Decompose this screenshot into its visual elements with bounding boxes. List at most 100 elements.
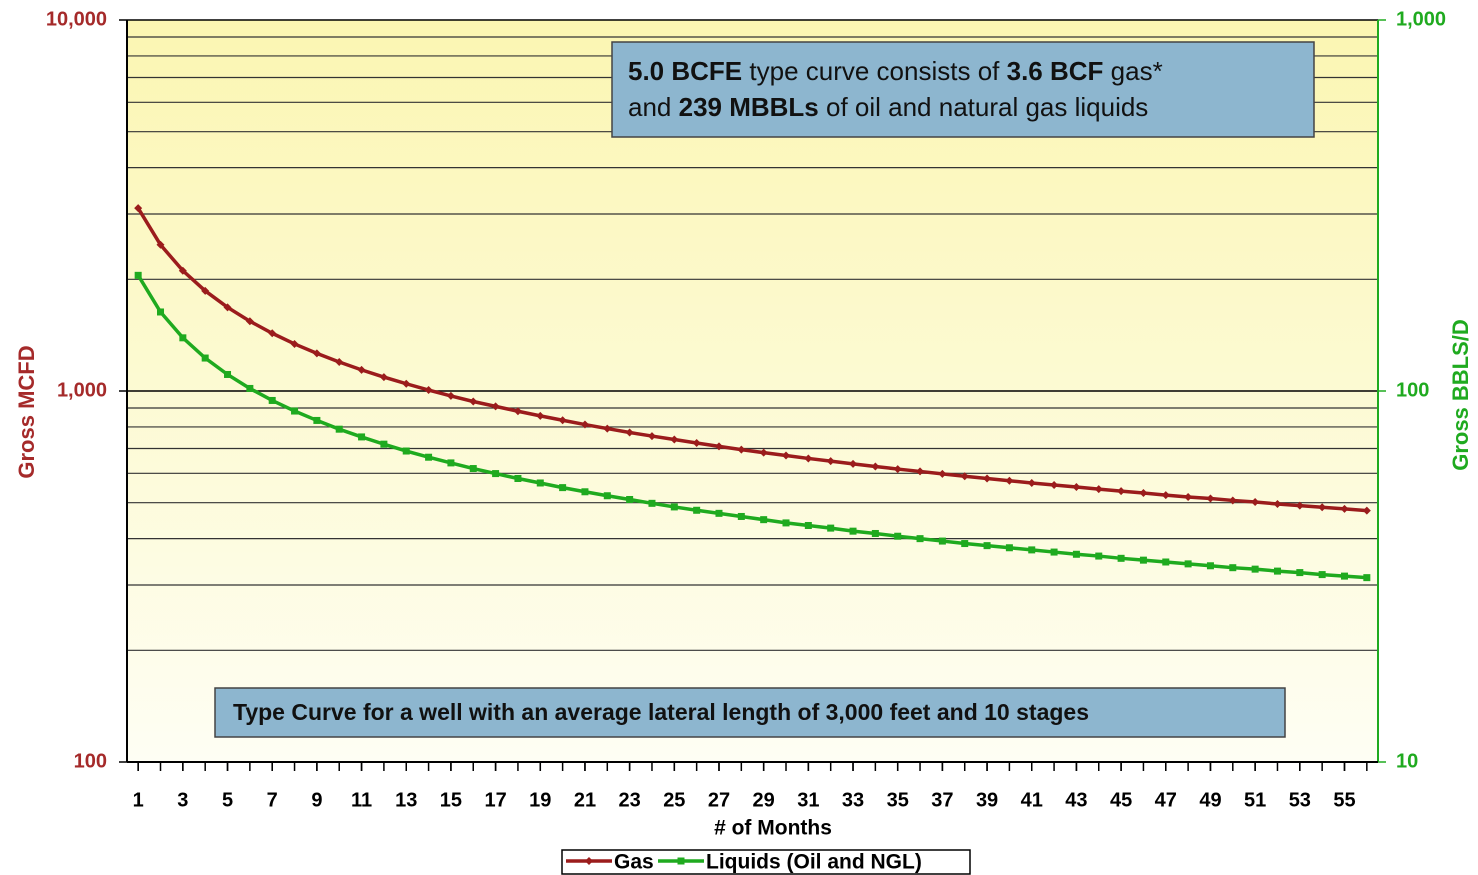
marker (312, 349, 321, 358)
marker (1139, 556, 1147, 564)
marker (157, 308, 165, 316)
annotation-run: gas* (1103, 56, 1162, 86)
marker (827, 524, 835, 532)
marker (1184, 560, 1192, 568)
y2-tick-label: 10 (1396, 750, 1418, 772)
y2-axis-label: Gross BBLS/D (1448, 319, 1473, 471)
marker (580, 420, 589, 429)
marker (358, 433, 366, 441)
x-tick-label: 17 (484, 789, 506, 811)
marker (585, 857, 593, 865)
marker (714, 442, 723, 451)
marker (1027, 478, 1036, 487)
marker (737, 445, 746, 454)
marker (335, 358, 344, 367)
marker (379, 373, 388, 382)
marker (1095, 552, 1103, 560)
marker (134, 271, 142, 279)
x-axis-label: # of Months (714, 817, 832, 840)
marker (492, 470, 500, 478)
marker (715, 509, 723, 517)
x-tick-label: 9 (311, 789, 322, 811)
marker (246, 384, 254, 392)
marker (1117, 554, 1125, 562)
marker (1094, 485, 1103, 494)
annotation-run: of oil and natural gas liquids (819, 92, 1149, 122)
marker (402, 379, 411, 388)
x-tick-label: 39 (976, 789, 998, 811)
marker (1340, 504, 1349, 513)
marker (1229, 564, 1237, 572)
marker (536, 411, 545, 420)
y2-tick-label: 1,000 (1396, 8, 1446, 30)
marker (1005, 476, 1014, 485)
x-tick-label: 53 (1289, 789, 1311, 811)
x-tick-label: 35 (887, 789, 909, 811)
annotation-run: 5.0 BCFE (628, 56, 742, 86)
series-line (136, 274, 1367, 580)
legend-label: Gas (614, 851, 654, 874)
marker (894, 532, 902, 540)
annotation-box (611, 41, 1315, 138)
marker (1273, 499, 1282, 508)
marker (677, 857, 685, 865)
annotation-run: Type Curve for a well with an average la… (233, 699, 1089, 725)
annotation-text: and 239 MBBLs of oil and natural gas liq… (628, 92, 1148, 122)
marker (268, 329, 277, 338)
annotation-run: and (628, 92, 679, 122)
marker (1206, 494, 1215, 503)
marker (1296, 569, 1304, 577)
marker (849, 459, 858, 468)
marker (916, 535, 924, 543)
x-tick-label: 33 (842, 789, 864, 811)
marker (960, 472, 969, 481)
legend (561, 849, 971, 875)
marker (156, 240, 165, 249)
y-tick-label: 10,000 (46, 8, 107, 30)
marker (1050, 548, 1058, 556)
annotation-text: Type Curve for a well with an average la… (233, 699, 1089, 725)
marker (1340, 572, 1348, 580)
x-tick-label: 45 (1110, 789, 1132, 811)
marker (647, 432, 656, 441)
marker (1161, 491, 1170, 500)
marker (826, 457, 835, 466)
marker (447, 459, 455, 467)
marker (1206, 562, 1214, 570)
marker (1251, 565, 1259, 573)
marker (1072, 550, 1080, 558)
marker (648, 499, 656, 507)
y-axis-label: Gross MCFD (14, 345, 39, 478)
marker (759, 448, 768, 457)
marker (603, 492, 611, 500)
marker (514, 474, 522, 482)
x-tick-label: 51 (1244, 789, 1266, 811)
x-tick-label: 11 (351, 789, 372, 811)
marker (536, 479, 544, 487)
marker (1139, 488, 1148, 497)
x-tick-label: 27 (708, 789, 730, 811)
marker (849, 527, 857, 535)
marker (424, 386, 433, 395)
marker (603, 424, 612, 433)
marker (491, 402, 500, 411)
marker (693, 506, 701, 514)
y-tick-label: 1,000 (57, 379, 107, 401)
marker (178, 266, 187, 275)
marker (290, 339, 299, 348)
marker (961, 540, 969, 548)
x-tick-label: 41 (1021, 789, 1043, 811)
x-tick-label: 29 (753, 789, 775, 811)
marker (224, 370, 232, 378)
marker (1273, 567, 1281, 575)
marker (1005, 544, 1013, 552)
marker (760, 516, 768, 524)
x-tick-label: 55 (1333, 789, 1355, 811)
marker (916, 467, 925, 476)
marker (245, 317, 254, 326)
marker (938, 469, 947, 478)
x-tick-label: 19 (529, 789, 551, 811)
marker (268, 396, 276, 404)
marker (782, 451, 791, 460)
